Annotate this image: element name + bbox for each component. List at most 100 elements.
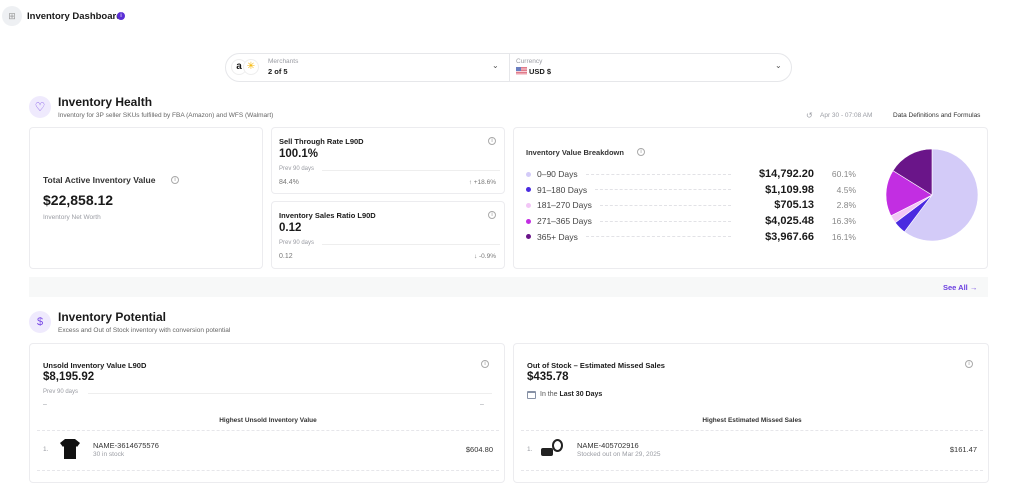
- walmart-logo-icon: ✳: [243, 59, 259, 75]
- missed-sales-card: Out of Stock – Estimated Missed Sales i …: [513, 343, 989, 483]
- us-flag-icon: [516, 67, 527, 75]
- item-sub: 30 in stock: [93, 451, 125, 458]
- metric-value: $435.78: [527, 371, 569, 383]
- prev-value: 0.12: [279, 253, 293, 260]
- period-prefix: In the: [540, 391, 558, 398]
- prev-value: –: [43, 401, 47, 408]
- legend-percent: 60.1%: [831, 169, 856, 179]
- currency-dropdown[interactable]: Currency USD $ ⌄: [510, 54, 791, 81]
- info-icon[interactable]: i: [488, 137, 496, 145]
- sell-through-card: Sell Through Rate L90D i 100.1% Prev 90 …: [271, 127, 505, 194]
- info-icon[interactable]: i: [488, 211, 496, 219]
- see-all-strip: [29, 277, 988, 297]
- period-value: Last 30 Days: [559, 391, 603, 398]
- currency-label: Currency: [516, 58, 543, 65]
- heart-health-icon: ♡: [29, 96, 51, 118]
- prev-label: Prev 90 days: [279, 240, 315, 246]
- metric-label: Out of Stock – Estimated Missed Sales: [527, 361, 665, 370]
- pie-chart: [885, 148, 979, 242]
- pie-slice[interactable]: [885, 170, 933, 217]
- divider: [322, 244, 500, 245]
- info-icon[interactable]: i: [481, 360, 489, 368]
- divider: [322, 170, 500, 171]
- info-icon[interactable]: i: [965, 360, 973, 368]
- app-menu-button[interactable]: ⊞: [2, 6, 22, 26]
- metric-value: 0.12: [279, 222, 302, 234]
- leader-line: [599, 204, 731, 206]
- info-icon[interactable]: i: [117, 12, 125, 20]
- legend-label: 365+ Days: [537, 231, 578, 242]
- calendar-icon: [527, 391, 536, 399]
- legend-label: 91–180 Days: [537, 184, 588, 195]
- info-icon[interactable]: i: [171, 176, 179, 184]
- section-title: Inventory Health: [58, 95, 153, 109]
- metric-value: $8,195.92: [43, 371, 95, 383]
- tshirt-product-image: [60, 439, 80, 459]
- product-image: [541, 439, 565, 459]
- prev-label: Prev 90 days: [279, 166, 315, 172]
- currency-value: USD $: [529, 67, 552, 76]
- legend-amount: $14,792.20: [758, 168, 814, 180]
- pie-slice[interactable]: [892, 148, 933, 196]
- section-title: Inventory Potential: [58, 310, 167, 324]
- divider: [37, 430, 499, 431]
- see-all-link[interactable]: See All →: [943, 283, 978, 292]
- leader-line: [595, 189, 731, 191]
- legend-amount: $3,967.66: [765, 230, 814, 243]
- chevron-down-icon: ⌄: [492, 61, 499, 70]
- merchants-value: 2 of 5: [268, 67, 288, 76]
- legend-item: 0–90 Days $14,792.20 60.1%: [526, 167, 856, 181]
- legend-item: 181–270 Days $705.13 2.8%: [526, 198, 856, 212]
- leader-line: [585, 173, 731, 175]
- list-title: Highest Unsold Inventory Value: [219, 417, 317, 424]
- divider: [509, 54, 510, 81]
- value-breakdown-card: Inventory Value Breakdown i 0–90 Days $14…: [513, 127, 988, 269]
- pie-slice[interactable]: [904, 148, 979, 242]
- legend-percent: 2.8%: [836, 200, 856, 211]
- legend-item: 271–365 Days $4,025.48 16.3%: [526, 214, 856, 228]
- divider: [88, 393, 492, 394]
- metric-label: Sell Through Rate L90D: [279, 137, 364, 146]
- legend-dot: [526, 202, 531, 208]
- leader-line: [599, 220, 731, 222]
- last-updated: Apr 30 - 07:08 AM: [820, 112, 873, 119]
- prev-label: Prev 90 days: [43, 389, 79, 395]
- item-name: NAME-405702916: [577, 441, 639, 450]
- change-badge: ↓ -0.9%: [473, 253, 496, 260]
- item-value: $604.80: [465, 445, 493, 454]
- section-subtitle: Excess and Out of Stock inventory with c…: [58, 327, 231, 334]
- legend-dot: [526, 187, 531, 193]
- info-icon[interactable]: i: [637, 148, 645, 156]
- sales-ratio-card: Inventory Sales Ratio L90D i 0.12 Prev 9…: [271, 201, 505, 269]
- legend-label: 0–90 Days: [537, 169, 578, 179]
- legend-label: 181–270 Days: [537, 200, 592, 211]
- item-rank: 1.: [43, 446, 49, 453]
- change-badge: ↑ +18.6%: [468, 179, 496, 186]
- item-name: NAME-3614675576: [93, 441, 159, 450]
- total-label: Total Active Inventory Value: [43, 175, 156, 185]
- legend-dot: [526, 171, 531, 177]
- metric-label: Inventory Sales Ratio L90D: [279, 211, 376, 220]
- divider: [521, 430, 983, 431]
- list-item[interactable]: 1. NAME-405702916 Stocked out on Mar 29,…: [521, 431, 983, 471]
- merchants-dropdown[interactable]: a ✳ Merchants 2 of 5 ⌄: [226, 54, 509, 81]
- change-badge: –: [480, 401, 484, 408]
- metric-value: 100.1%: [279, 148, 319, 160]
- item-sub: Stocked out on Mar 29, 2025: [577, 451, 661, 458]
- list-item[interactable]: 1. NAME-3614675576 30 in stock $604.80: [37, 431, 499, 471]
- data-definitions-link[interactable]: Data Definitions and Formulas: [893, 112, 981, 119]
- legend-percent: 4.5%: [836, 184, 856, 195]
- legend-percent: 16.1%: [831, 231, 856, 242]
- legend-amount: $4,025.48: [765, 215, 814, 228]
- list-title: Highest Estimated Missed Sales: [702, 417, 802, 424]
- merchants-label: Merchants: [268, 58, 299, 65]
- legend-percent: 16.3%: [831, 216, 856, 227]
- legend-item: 365+ Days $3,967.66 16.1%: [526, 230, 856, 244]
- item-rank: 1.: [527, 446, 533, 453]
- chevron-down-icon: ⌄: [775, 61, 782, 70]
- chart-title: Inventory Value Breakdown: [526, 148, 624, 157]
- filter-bar: [225, 53, 792, 82]
- dollar-growth-icon: $: [29, 311, 51, 333]
- total-sub: Inventory Net Worth: [43, 214, 101, 221]
- total-inventory-card: Total Active Inventory Value i $22,858.1…: [29, 127, 263, 269]
